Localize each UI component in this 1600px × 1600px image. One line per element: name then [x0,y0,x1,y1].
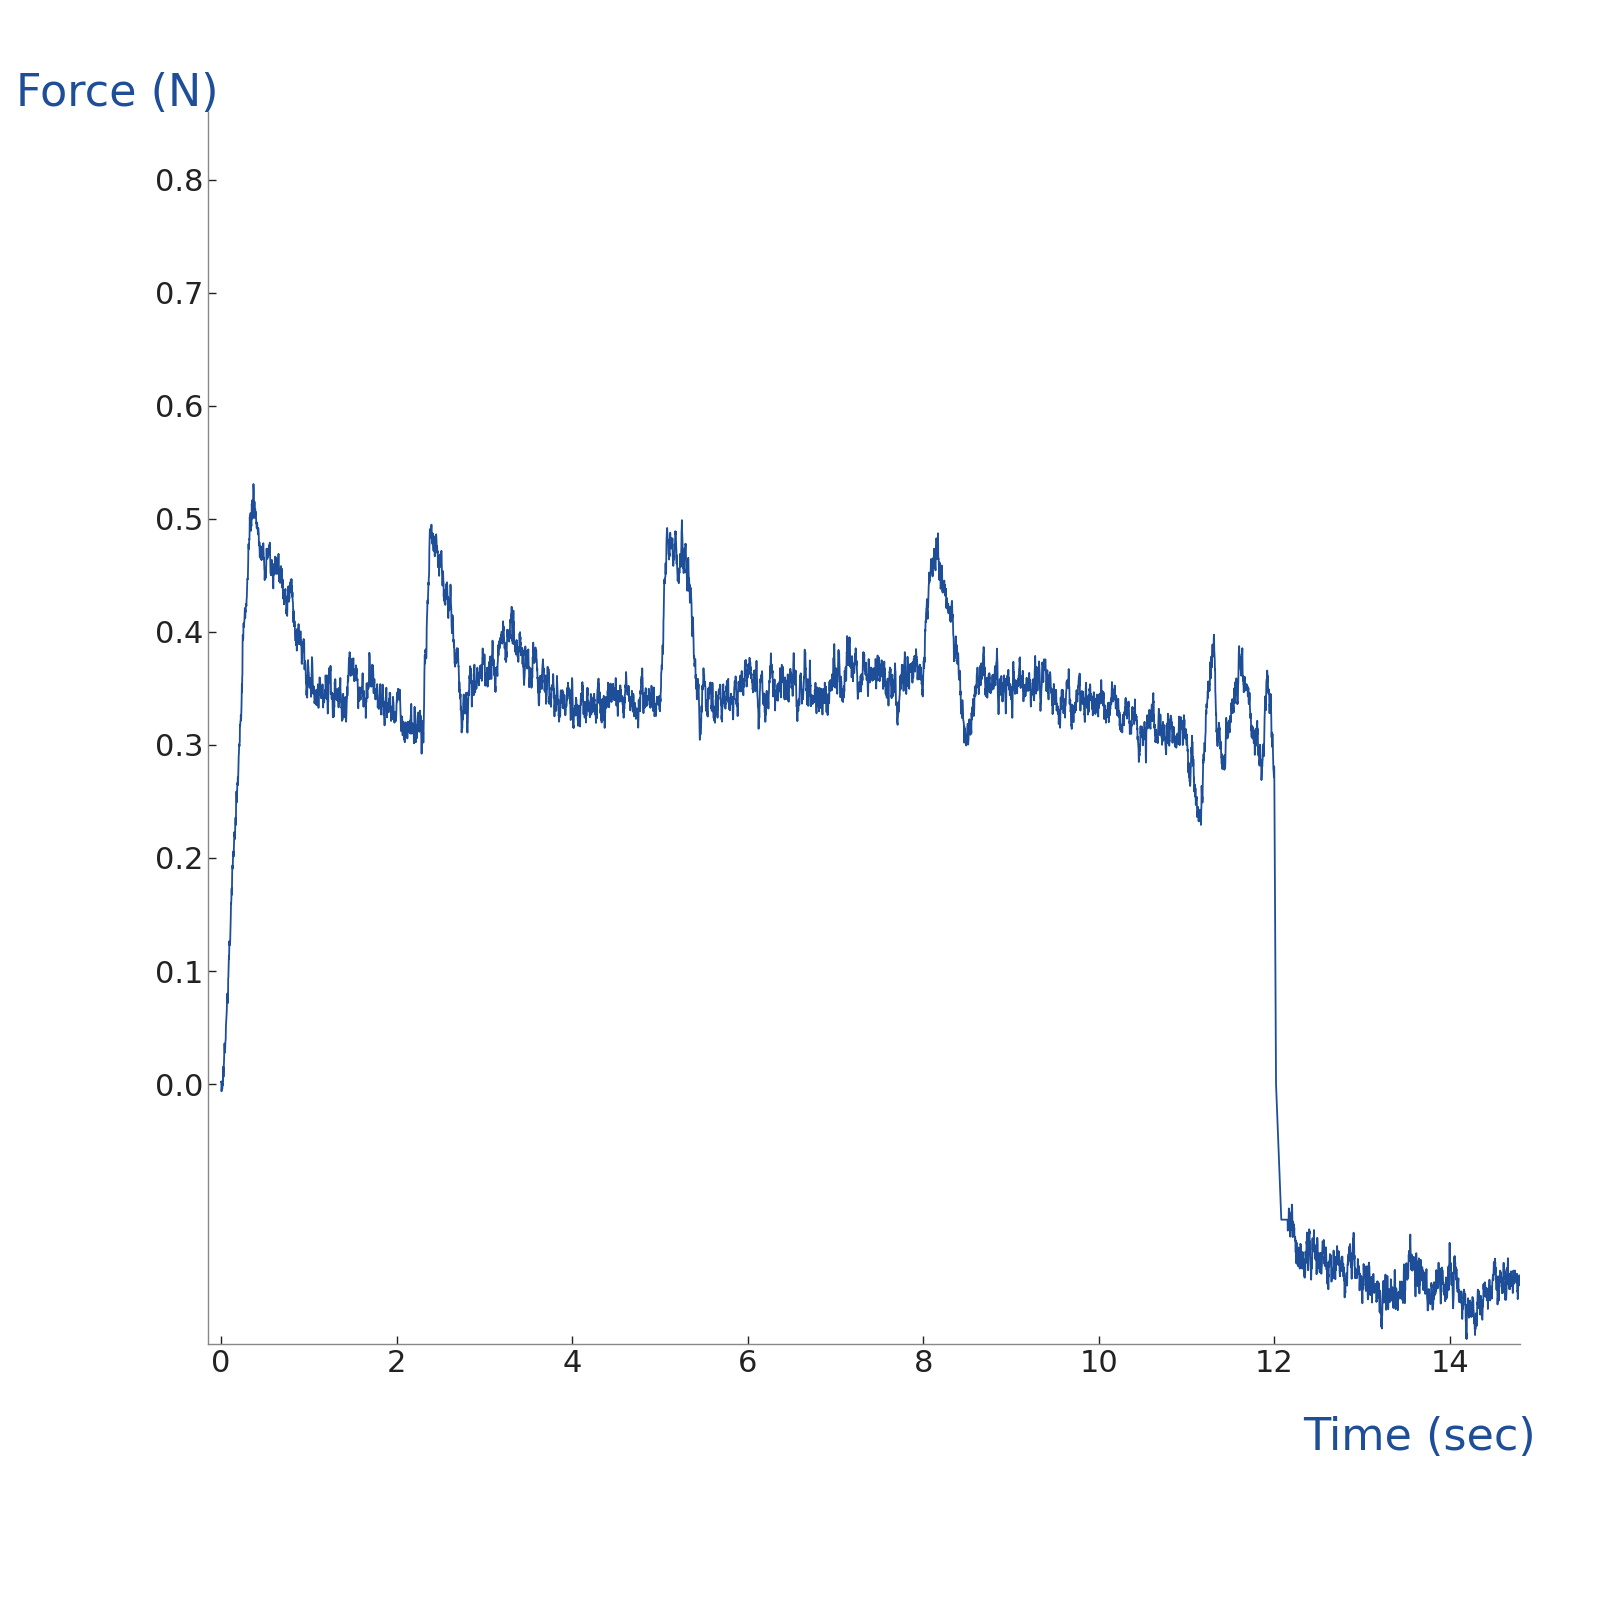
Text: Time (sec): Time (sec) [1304,1416,1536,1459]
Text: Force (N): Force (N) [16,72,219,115]
